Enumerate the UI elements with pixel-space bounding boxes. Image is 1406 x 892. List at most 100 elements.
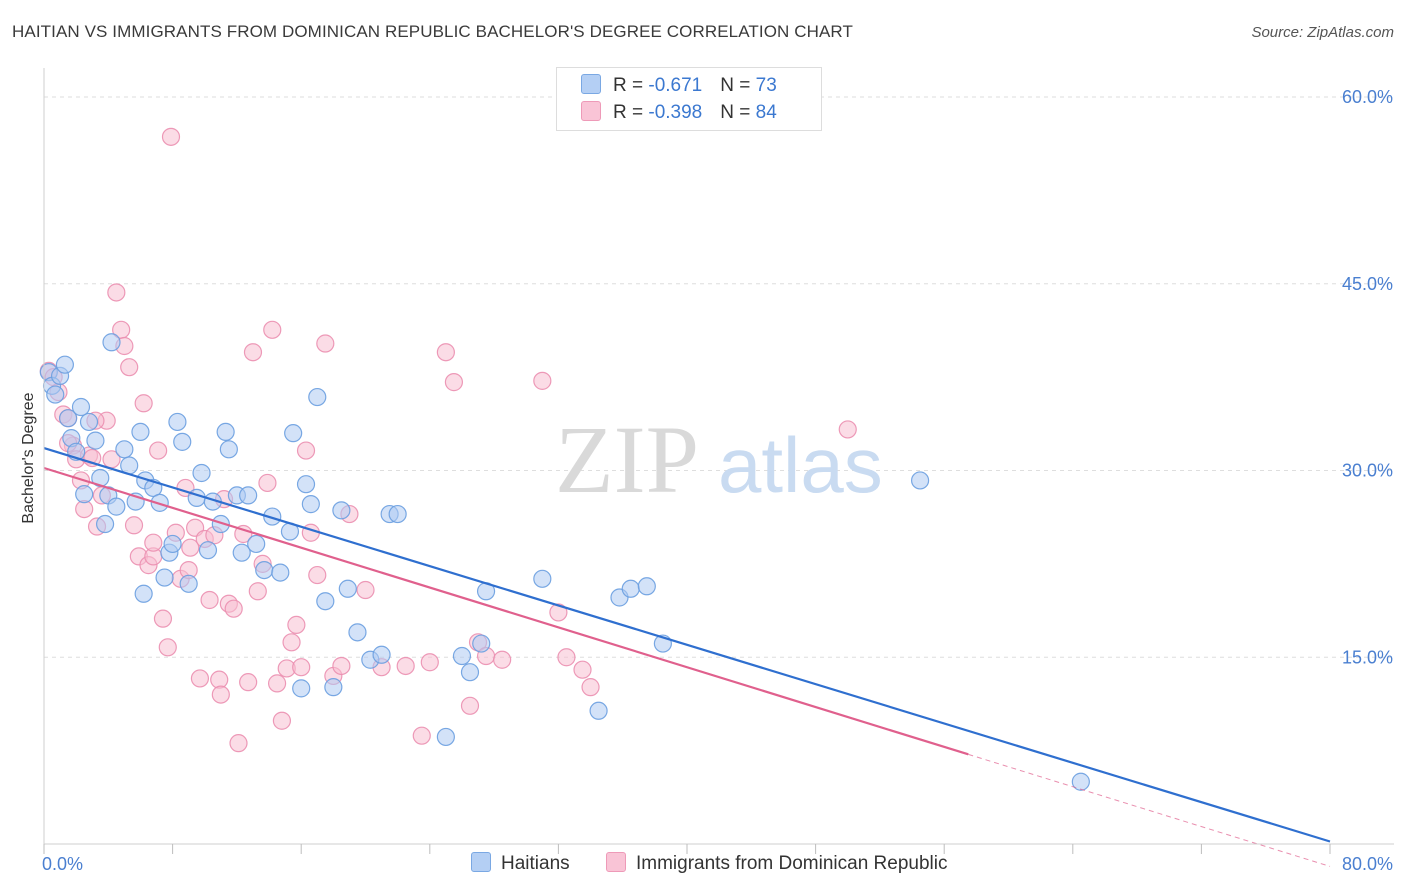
dominican-trend-line	[43, 466, 969, 756]
haitian-point	[472, 634, 491, 653]
y-tick-label: 30.0%	[1342, 461, 1393, 481]
x-tick-label: 0.0%	[42, 854, 83, 874]
dominican-point	[282, 633, 301, 652]
dominican-point	[211, 685, 230, 704]
haitian-point	[388, 504, 407, 524]
y-axis-label: Bachelor's Degree	[20, 392, 37, 523]
haitian-trend-line	[43, 447, 1331, 843]
dominican-point	[243, 343, 263, 362]
dominican-point	[263, 320, 282, 339]
haitian-point	[301, 495, 320, 514]
haitian-point	[198, 541, 218, 560]
dominican-legend-label: Immigrants from Dominican Republic	[636, 853, 948, 874]
dominican-point	[420, 653, 439, 672]
dominican-point	[292, 658, 311, 677]
dominican-point	[557, 648, 576, 667]
dominican-point	[308, 565, 327, 585]
haitian-point	[284, 424, 303, 443]
haitian-point	[46, 385, 65, 404]
legend-row-haitian: R = -0.671 N = 73	[581, 74, 777, 100]
haitian-point	[621, 579, 640, 598]
dominican-point	[316, 334, 335, 353]
correlation-legend: R = -0.671 N = 73 R = -0.398 N = 84	[556, 67, 822, 131]
dominican-point	[161, 127, 181, 146]
haitian-point	[452, 646, 472, 666]
dominican-point	[190, 669, 210, 688]
dominican-point	[234, 524, 253, 544]
haitian-point	[332, 501, 351, 520]
haitian-point	[263, 507, 282, 526]
dominican-point	[120, 358, 139, 377]
haitian-point	[239, 486, 258, 505]
haitian-point	[460, 663, 480, 682]
source-label: Source: ZipAtlas.com	[1251, 24, 1394, 41]
haitian-point	[131, 422, 150, 442]
haitian-point	[232, 543, 251, 562]
dominican-point	[533, 371, 552, 390]
haitian-point	[348, 623, 367, 642]
haitian-point	[910, 471, 930, 490]
haitian-point	[637, 577, 656, 596]
legend-r-label: R =	[613, 75, 649, 96]
haitian-swatch-icon	[581, 74, 601, 94]
dominican-point	[356, 580, 375, 600]
haitian-point	[115, 440, 134, 459]
haitian-point	[308, 387, 327, 407]
haitian-point	[173, 432, 192, 451]
haitian-point	[338, 579, 357, 598]
legend-r-value: -0.671	[648, 75, 703, 96]
dominican-point	[200, 590, 219, 610]
dominican-point	[287, 615, 306, 634]
dominican-point	[332, 656, 351, 676]
haitian-point	[134, 584, 153, 603]
y-tick-label: 60.0%	[1342, 87, 1393, 107]
watermark-atlas: atlas	[718, 421, 883, 509]
dominican-point	[144, 533, 163, 552]
haitian-point	[296, 475, 316, 494]
dominican-point	[272, 711, 292, 730]
dominican-point	[549, 603, 568, 622]
haitian-point	[102, 333, 121, 352]
haitian-point	[79, 412, 99, 432]
dominican-point	[149, 441, 168, 460]
dominican-trend-extension	[968, 753, 1331, 867]
points-layer	[39, 127, 1090, 791]
haitian-point	[372, 645, 391, 664]
dominican-point	[107, 283, 126, 302]
dominican-point	[573, 660, 592, 679]
haitian-point	[75, 485, 94, 504]
haitian-point	[589, 701, 608, 720]
haitian-point	[163, 534, 182, 554]
dominican-point	[436, 343, 455, 362]
haitian-point	[219, 440, 238, 459]
dominican-point	[838, 420, 857, 439]
haitian-point	[107, 497, 126, 516]
dominican-point	[134, 394, 153, 413]
legend-r-value: -0.398	[648, 102, 703, 123]
haitian-point	[316, 592, 335, 611]
dominican-point	[396, 656, 415, 676]
haitian-point	[436, 727, 455, 747]
haitian-legend-icon	[471, 852, 491, 872]
dominican-point	[158, 638, 177, 657]
dominican-point	[460, 696, 480, 715]
y-tick-label: 45.0%	[1342, 274, 1393, 294]
dominican-point	[229, 734, 248, 753]
dominican-legend-icon	[606, 852, 626, 872]
legend-n-value: 84	[755, 102, 777, 123]
haitian-point	[55, 355, 74, 374]
dominican-swatch-icon	[581, 101, 601, 121]
dominican-point	[210, 670, 229, 689]
haitian-legend-label: Haitians	[501, 853, 570, 874]
y-tick-label: 15.0%	[1342, 647, 1393, 667]
axis-layer: 15.0% 30.0% 45.0% 60.0% 0.0% 80.0%	[42, 68, 1394, 874]
dominican-point	[493, 650, 512, 669]
haitian-point	[179, 574, 198, 593]
dominican-point	[258, 473, 277, 493]
dominican-point	[412, 726, 431, 745]
legend-r-label: R =	[613, 102, 649, 123]
haitian-point	[71, 397, 91, 417]
haitian-point	[216, 422, 235, 442]
dominican-point	[267, 674, 287, 693]
